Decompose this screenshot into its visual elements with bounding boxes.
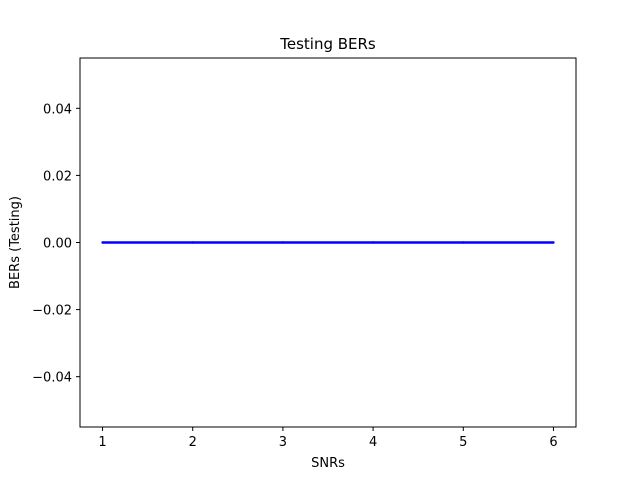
data-point [552,241,555,244]
data-point [191,241,194,244]
chart-title: Testing BERs [279,35,376,53]
data-point [371,241,375,244]
y-tick-label: −0.02 [32,304,72,319]
series-layer [101,241,555,244]
y-tick-label: 0.04 [43,102,72,117]
y-tick-label: 0.00 [43,237,72,252]
x-axis-ticks: 1 2 3 4 5 6 [98,427,558,450]
x-tick-label: 1 [98,435,106,450]
x-tick-label: 4 [369,435,377,450]
y-tick-label: −0.04 [32,371,72,386]
x-tick-label: 6 [549,435,557,450]
y-axis-label: BERs (Testing) [8,196,23,289]
data-point [101,241,104,244]
x-tick-label: 5 [459,435,467,450]
x-tick-label: 2 [189,435,197,450]
data-point [281,241,285,244]
data-point [462,241,465,244]
x-axis-label: SNRs [311,456,345,471]
y-tick-label: 0.02 [43,169,72,184]
y-axis-ticks: −0.04 −0.02 0.00 0.02 0.04 [32,102,80,386]
x-tick-label: 3 [279,435,287,450]
